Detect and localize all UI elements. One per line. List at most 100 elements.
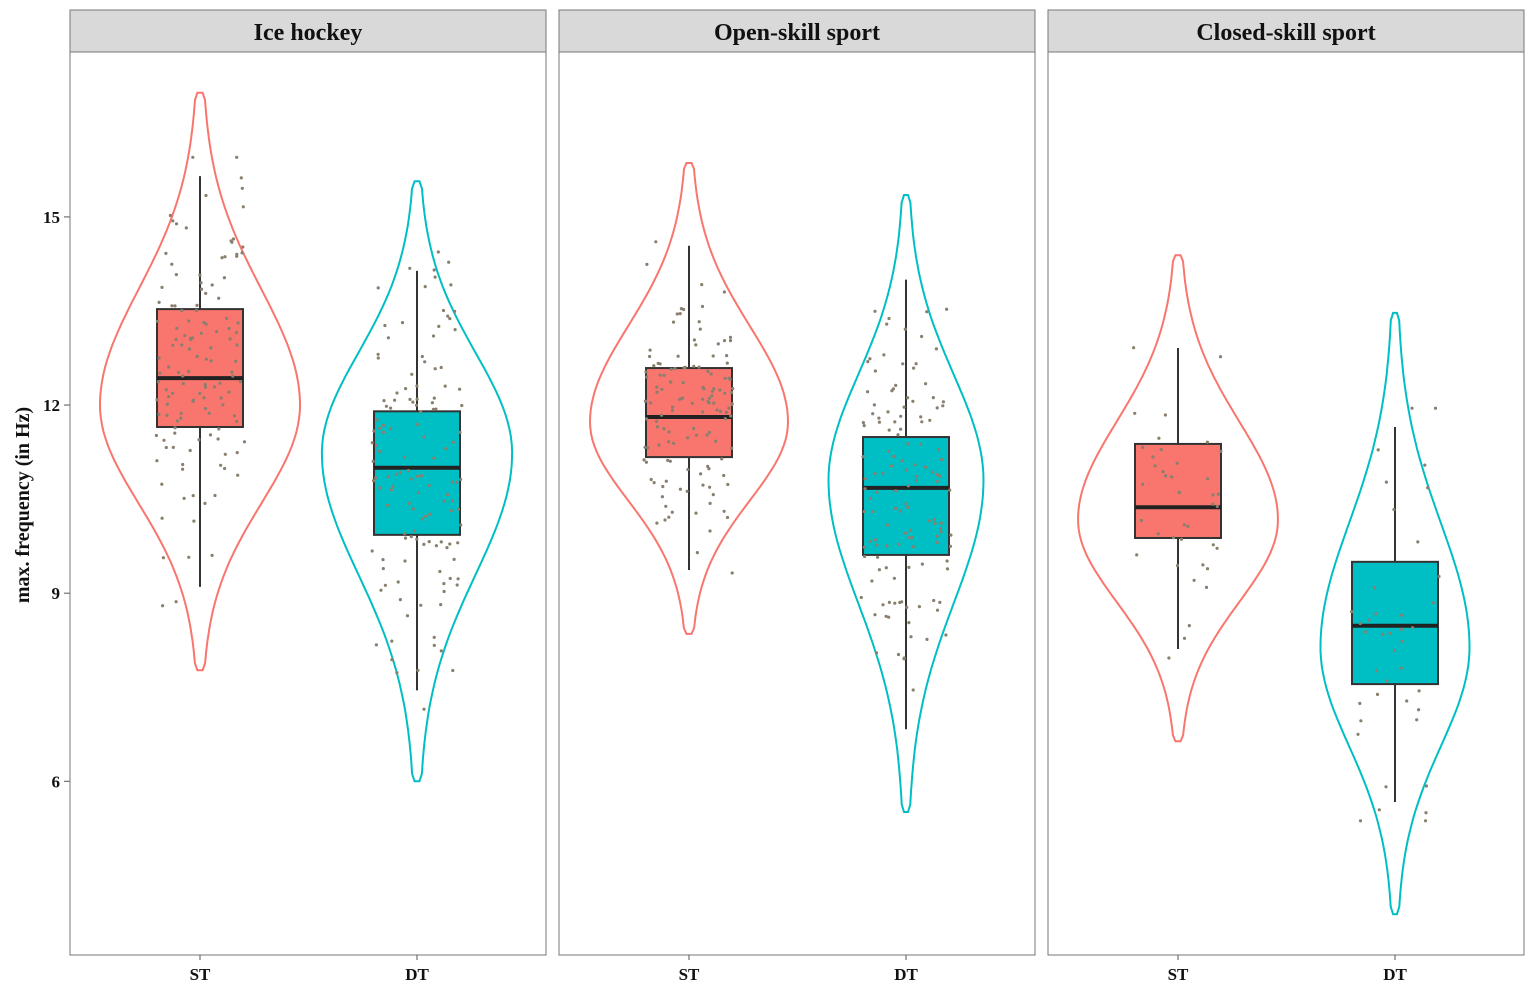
data-point — [203, 385, 208, 389]
data-point — [381, 558, 385, 562]
data-point — [711, 354, 715, 358]
data-point — [667, 430, 671, 434]
data-point — [723, 391, 727, 395]
data-point — [372, 429, 376, 433]
panel-title: Open-skill sport — [714, 20, 880, 46]
data-point — [403, 532, 407, 536]
data-point — [908, 528, 913, 532]
data-point — [939, 457, 944, 462]
data-point — [184, 226, 188, 230]
data-point — [1211, 493, 1215, 497]
data-point — [395, 391, 399, 395]
data-point — [231, 374, 235, 378]
data-point — [1417, 708, 1421, 712]
data-point — [1211, 502, 1215, 506]
data-point — [896, 652, 901, 657]
data-point — [892, 576, 897, 580]
y-tick-label: 15 — [43, 208, 60, 227]
data-point — [664, 504, 668, 508]
data-point — [1350, 610, 1354, 614]
data-point — [177, 370, 181, 375]
data-point — [443, 384, 447, 388]
data-point — [385, 503, 389, 507]
data-point — [1392, 648, 1397, 653]
data-point — [859, 595, 863, 600]
data-point — [170, 304, 174, 308]
data-point — [945, 567, 950, 571]
data-point — [716, 342, 720, 346]
data-point — [1205, 567, 1210, 571]
data-point — [701, 385, 705, 390]
data-point — [875, 490, 879, 494]
data-point — [459, 477, 463, 481]
data-point — [896, 433, 900, 437]
data-point — [411, 507, 415, 511]
data-point — [923, 465, 928, 469]
data-point — [442, 499, 446, 503]
data-point — [728, 377, 732, 381]
data-point — [911, 399, 915, 403]
data-point — [660, 387, 664, 391]
data-point — [899, 427, 903, 431]
data-point — [1182, 523, 1186, 527]
data-point — [410, 372, 414, 376]
data-point — [944, 633, 948, 637]
data-point — [706, 369, 710, 373]
data-point — [204, 322, 208, 326]
x-tick-label: ST — [679, 965, 700, 984]
data-point — [1424, 811, 1428, 815]
data-point — [199, 331, 203, 335]
data-point — [398, 598, 402, 602]
data-point — [442, 589, 446, 594]
data-point — [1187, 624, 1191, 628]
data-point — [1161, 470, 1165, 474]
data-point — [676, 354, 680, 358]
data-point — [875, 543, 879, 547]
data-point — [381, 423, 385, 427]
data-point — [722, 509, 726, 513]
panel-ice-hockey: Ice hockey ST DT — [69, 9, 547, 984]
data-point — [439, 365, 443, 370]
data-point — [183, 333, 187, 338]
data-point — [180, 343, 184, 347]
data-point — [678, 487, 683, 491]
data-point — [420, 517, 425, 521]
data-point — [459, 523, 463, 527]
data-point — [433, 367, 437, 371]
data-point — [871, 412, 875, 416]
data-point — [873, 369, 878, 373]
data-point — [900, 600, 904, 604]
data-point — [403, 559, 407, 563]
data-point — [413, 529, 417, 533]
x-tick-label: ST — [1168, 965, 1189, 984]
data-point — [460, 403, 464, 408]
data-point — [455, 480, 459, 484]
data-point — [374, 443, 378, 447]
data-point — [448, 576, 452, 581]
data-point — [154, 433, 158, 438]
data-point — [642, 458, 646, 462]
data-point — [1415, 718, 1419, 722]
data-point — [453, 328, 457, 332]
data-point — [1384, 785, 1388, 789]
data-point — [709, 372, 713, 376]
data-point — [381, 430, 386, 434]
data-point — [174, 273, 178, 277]
data-point — [685, 489, 689, 493]
data-point — [682, 366, 686, 370]
data-point — [202, 396, 206, 400]
data-point — [662, 373, 666, 377]
data-point — [700, 304, 705, 309]
box-ST — [1134, 442, 1222, 539]
data-point — [873, 309, 877, 313]
data-point — [210, 283, 214, 287]
data-point — [167, 395, 171, 399]
data-point — [1372, 586, 1376, 590]
data-point — [179, 416, 183, 420]
data-point — [887, 615, 891, 619]
data-point — [705, 433, 709, 437]
data-point — [932, 598, 936, 603]
data-point — [419, 410, 423, 414]
data-point — [928, 418, 932, 422]
data-point — [871, 510, 875, 514]
